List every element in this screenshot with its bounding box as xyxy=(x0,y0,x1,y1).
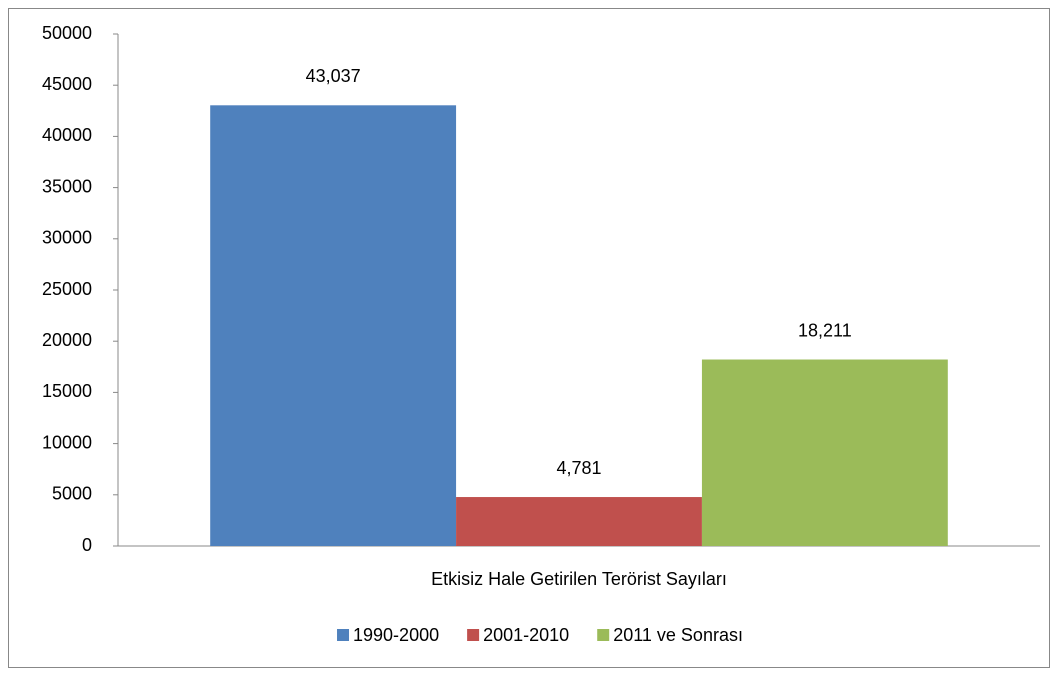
y-tick-label: 0 xyxy=(82,535,92,555)
bar xyxy=(456,497,702,546)
y-tick-label: 35000 xyxy=(42,176,92,196)
y-tick-label: 15000 xyxy=(42,381,92,401)
data-label: 4,781 xyxy=(556,458,601,478)
y-tick-label: 40000 xyxy=(42,125,92,145)
data-label: 18,211 xyxy=(798,320,852,340)
y-tick-label: 30000 xyxy=(42,228,92,248)
bar xyxy=(701,359,948,546)
y-tick-label: 25000 xyxy=(42,279,92,299)
chart-border xyxy=(8,8,1050,668)
legend-label: 2011 ve Sonrası xyxy=(613,625,743,645)
y-tick-label: 5000 xyxy=(52,484,92,504)
legend-label: 1990-2000 xyxy=(353,625,439,645)
y-tick-label: 45000 xyxy=(42,74,92,94)
y-tick-label: 20000 xyxy=(42,330,92,350)
data-label: 43,037 xyxy=(306,66,361,86)
y-tick-label: 50000 xyxy=(42,23,92,43)
legend-swatch xyxy=(337,629,350,641)
legend-swatch xyxy=(467,629,480,641)
bar xyxy=(210,105,457,546)
y-tick-label: 10000 xyxy=(42,432,92,452)
legend-label: 2001-2010 xyxy=(483,625,569,645)
x-tick-label: Etkisiz Hale Getirilen Terörist Sayıları xyxy=(431,569,727,589)
legend-swatch xyxy=(597,629,610,641)
